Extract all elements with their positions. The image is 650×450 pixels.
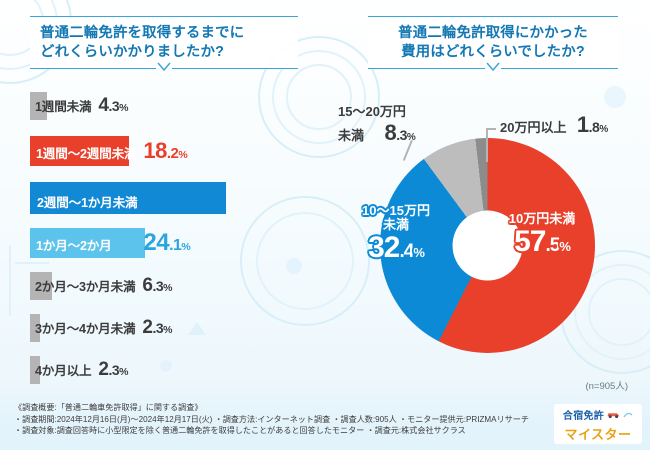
bar-row-text: 2か月〜3か月未満 6.3% (30, 275, 172, 297)
callout-value: 8.3% (384, 120, 416, 145)
donut-hole (452, 210, 523, 281)
decorative-line (9, 246, 11, 316)
donut-callout-15-20man: 15〜20万円 未満 8.3% (338, 104, 416, 146)
logo-swoosh-icon (623, 406, 633, 424)
bar-value: 18.2% (143, 138, 188, 163)
bar-label-outside: 未満 (111, 239, 137, 253)
bar-value: 2.3% (98, 359, 128, 380)
bar-row-text: 1週間未満 4.3% (30, 95, 128, 117)
logo-line-1: 合宿免許 (562, 411, 605, 422)
slice-label-value: 32.4% (368, 231, 425, 265)
slice-label-value: 57.5% (514, 225, 571, 259)
callout-line-1: 20万円以上 (500, 120, 567, 135)
bar-row-text: 4か月以上 2.3% (30, 359, 128, 381)
bar-segment (30, 182, 226, 214)
sample-size-note: (n=905人) (585, 381, 628, 392)
chevron-down-icon (485, 61, 501, 75)
table-row: 2週間〜1か月未満 42.5% (30, 182, 330, 214)
bar-label: 4か月以上 (35, 364, 92, 378)
bar-label: 2か月〜3か月未満 (35, 280, 136, 294)
bar-row-text: 1週間〜2週間未満 18.2% (30, 138, 188, 164)
bar-segment (30, 314, 40, 342)
callout-line-1: 15〜20万円 (338, 104, 406, 119)
footer-survey-overview: 《調査概要:「普通二輪車免許取得」に関する調査》 ・調査期間:2024年12月1… (14, 402, 574, 437)
leader-line (486, 128, 496, 130)
bar-label: 1週間〜2週間未満 (36, 147, 137, 161)
bar-segment (30, 92, 47, 120)
right-title-line-2: 費用はどれくらいでしたか? (401, 44, 585, 60)
bar-value: 42.5% (159, 182, 211, 213)
donut-slice-label-10-15man-miman: 10〜15万円 未満 32.4% (346, 203, 446, 265)
leader-line (486, 128, 488, 162)
logo-line-2: マイスター (564, 426, 632, 442)
left-panel-title: 普通二輪免許を取得するまでに どれくらいかかりましたか? (30, 16, 298, 75)
bar-segment (30, 272, 52, 300)
table-row: 1週間〜2週間未満 18.2% (30, 136, 330, 166)
bar-label: 2週間〜1か月未満 (37, 195, 138, 210)
bar-segment (30, 136, 129, 166)
table-row: 1週間未満 4.3% (30, 92, 330, 120)
footer-line-1: 《調査概要:「普通二輪車免許取得」に関する調査》 (14, 403, 203, 412)
bar-label: 3か月〜4か月未満 (35, 322, 136, 336)
bar-segment (30, 356, 40, 384)
donut-slice-label-10man-miman: 10万円未満 57.5% (492, 211, 592, 259)
left-title-line-1: 普通二輪免許を取得するまでに (40, 25, 245, 41)
chevron-down-icon (156, 61, 172, 75)
car-icon (606, 406, 621, 424)
slice-label-text: 10〜15万円 (362, 203, 430, 218)
callout-line-2: 未満 (338, 128, 365, 143)
bar-row-text: 2週間〜1か月未満 42.5% (30, 182, 211, 214)
right-title-line-1: 普通二輪免許取得にかかった (398, 25, 588, 41)
brand-logo[interactable]: 合宿免許 マイスター (554, 404, 642, 444)
duration-bar-chart: 1週間未満 4.3% 1週間〜2週間未満 18.2% 2週間〜1か月未満 (30, 92, 330, 384)
callout-value: 1.8% (576, 112, 608, 137)
table-row: 1か月〜2か月 未満 24.1% (30, 228, 330, 258)
bar-row-text: 1か月〜2か月 未満 24.1% (30, 229, 191, 257)
footer-line-3: ・調査対象:調査回答時に小型限定を除く普通二輪免許を取得したことがあると回答した… (14, 426, 466, 436)
left-title-line-2: どれくらいかかりましたか? (40, 44, 225, 60)
bar-value: 2.3% (142, 317, 172, 338)
footer-line-2: ・調査期間:2024年12月16日(月)〜2024年12月17日(火) ・調査方… (14, 414, 529, 424)
slice-label-text: 10万円未満 (508, 211, 576, 226)
bar-value: 4.3% (98, 95, 128, 116)
bar-value: 6.3% (142, 275, 172, 296)
slice-label-text-2: 未満 (382, 217, 409, 233)
bar-row-text: 3か月〜4か月未満 2.3% (30, 317, 172, 339)
bar-label: 1週間未満 (35, 100, 92, 114)
decorative-ring (588, 278, 650, 346)
donut-callout-20man-ijo: 20万円以上 1.8% (500, 112, 608, 138)
right-panel-title: 普通二輪免許取得にかかった 費用はどれくらいでしたか? (368, 16, 618, 75)
table-row: 4か月以上 2.3% (30, 356, 330, 384)
bar-value: 24.1% (143, 229, 191, 256)
bar-segment (30, 228, 145, 258)
bar-label-on-bar: 1か月〜2か月 (36, 239, 112, 253)
table-row: 3か月〜4か月未満 2.3% (30, 314, 330, 342)
table-row: 2か月〜3か月未満 6.3% (30, 272, 330, 300)
cost-donut-chart: 10万円未満 57.5% 10〜15万円 未満 32.4% (362, 138, 595, 353)
decorative-dot (604, 86, 626, 108)
